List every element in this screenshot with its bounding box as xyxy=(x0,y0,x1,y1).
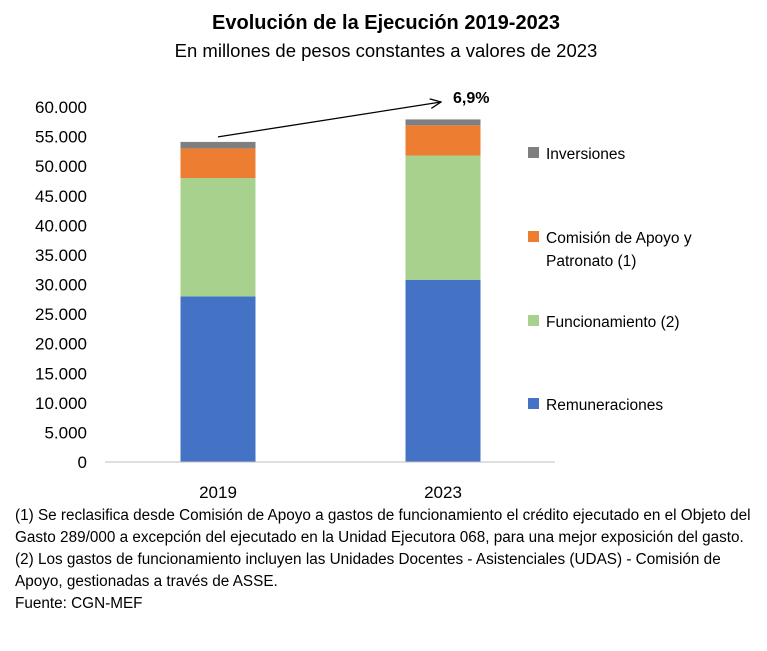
legend-swatch-3 xyxy=(528,147,539,158)
legend-swatch-1 xyxy=(528,315,539,326)
y-tick-label: 40.000 xyxy=(35,216,87,235)
y-tick-label: 5.000 xyxy=(44,423,87,442)
legend-label: Inversiones xyxy=(546,146,626,163)
x-tick-label: 2019 xyxy=(199,483,237,502)
y-tick-label: 0 xyxy=(78,453,87,472)
bar-2023-1 xyxy=(405,155,481,280)
y-tick-label: 50.000 xyxy=(35,157,87,176)
plot-area: 0 5.000 10.000 15.000 20.000 25.000 30.000 35.0… xyxy=(35,90,555,502)
bar-2019-1 xyxy=(180,178,256,297)
y-tick-label: 35.000 xyxy=(35,246,87,265)
y-tick-label: 55.000 xyxy=(35,128,87,147)
y-tick-label: 20.000 xyxy=(35,335,87,354)
bar-2023-0 xyxy=(405,279,481,462)
y-tick-label: 45.000 xyxy=(35,187,87,206)
chart-svg: Evolución de la Ejecución 2019-2023 En m… xyxy=(35,12,692,502)
legend-label: Patronato (1) xyxy=(546,253,636,270)
chart-subtitle: En millones de pesos constantes a valore… xyxy=(175,40,598,61)
x-tick-label: 2023 xyxy=(424,483,462,502)
footnotes: (1) Se reclasifica desde Comisión de Apo… xyxy=(15,505,755,615)
growth-annotation: 6,9% xyxy=(453,90,489,107)
y-tick-label: 25.000 xyxy=(35,305,87,324)
bar-2019-2 xyxy=(180,148,256,178)
chart-title: Evolución de la Ejecución 2019-2023 xyxy=(212,12,560,34)
legend-label: Remuneraciones xyxy=(546,397,663,414)
y-tick-label: 30.000 xyxy=(35,276,87,295)
legend-label: Funcionamiento (2) xyxy=(546,314,680,331)
footnote-1: (1) Se reclasifica desde Comisión de Apo… xyxy=(15,507,751,546)
y-tick-label: 15.000 xyxy=(35,364,87,383)
y-tick-label: 10.000 xyxy=(35,394,87,413)
footnote-2: (2) Los gastos de funcionamiento incluye… xyxy=(15,551,721,590)
legend-swatch-0 xyxy=(528,398,539,409)
bar-2023-3 xyxy=(405,119,481,126)
bar-2019-3 xyxy=(180,141,256,149)
bar-2019-0 xyxy=(180,296,256,462)
growth-arrow xyxy=(217,102,441,138)
legend-swatch-2 xyxy=(528,231,539,242)
bar-2023-2 xyxy=(405,125,481,156)
source-note: Fuente: CGN-MEF xyxy=(15,595,143,612)
legend-label: Comisión de Apoyo y xyxy=(546,230,692,247)
legend: Inversiones Comisión de Apoyo y Patronato … xyxy=(528,146,692,414)
y-tick-label: 60.000 xyxy=(35,98,87,117)
